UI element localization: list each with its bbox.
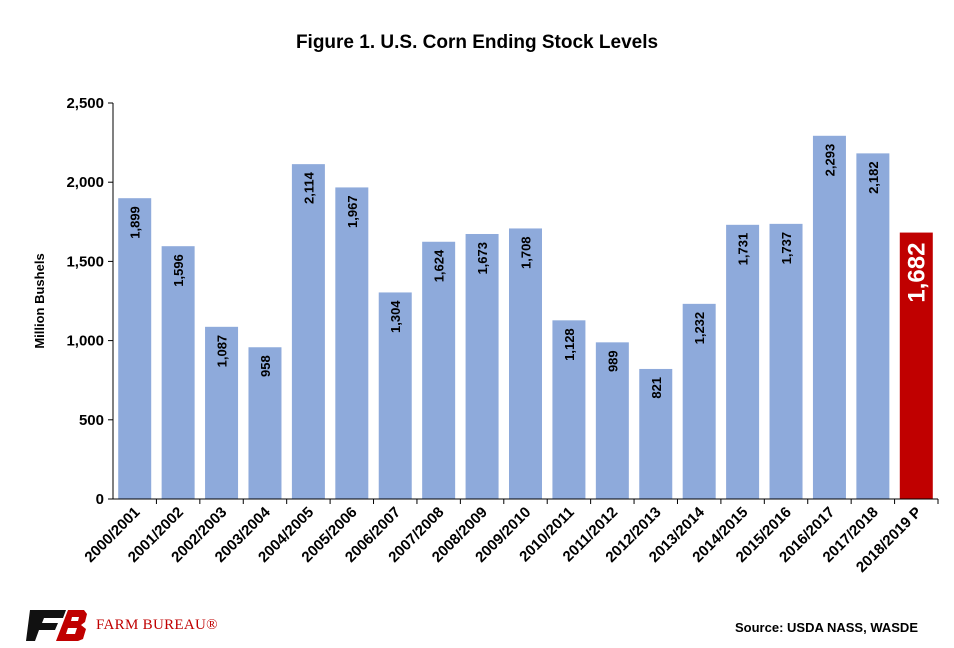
y-axis-title-group: Million Bushels [32,253,47,348]
source-note: Source: USDA NASS, WASDE [735,620,918,635]
bar [552,320,586,499]
y-tick-label: 2,000 [66,174,104,191]
bar [595,342,629,499]
bar [682,303,716,499]
data-label: 989 [605,350,620,372]
data-label: 1,899 [128,206,143,239]
data-label: 2,293 [822,144,837,177]
bar [291,164,325,499]
data-label: 1,596 [171,254,186,287]
y-tick-label: 500 [79,412,104,429]
bar [856,153,890,499]
y-tick-label: 1,000 [66,333,104,350]
bar [378,292,412,499]
bars [118,135,933,500]
bar [422,241,456,499]
data-label: 1,232 [692,312,707,345]
data-label: 2,114 [301,171,316,204]
bar [118,198,152,499]
data-label: 1,708 [519,236,534,269]
data-label: 1,967 [345,195,360,228]
data-label: 958 [258,355,273,377]
axes [112,103,938,500]
data-labels: 1,899 1,596 1,087 958 2,114 1,967 1,304 1,624 1,… [128,144,931,399]
y-tick-label: 1,500 [66,253,104,270]
bar [248,347,282,499]
data-label: 1,128 [562,328,577,361]
bar [899,232,933,499]
bar [161,246,195,499]
chart-title: Figure 1. U.S. Corn Ending Stock Levels [295,32,659,53]
data-label: 1,737 [779,232,794,265]
farm-bureau-logo: FARM BUREAU® [26,606,218,644]
data-label: 1,731 [736,233,751,266]
data-label: 1,304 [388,300,403,333]
data-label: 1,682 [903,243,930,303]
bar [205,326,239,499]
y-axis-ticks: 0 500 1,000 1,500 2,000 2,500 [66,95,113,508]
bar [465,233,499,499]
y-axis-title: Million Bushels [32,253,47,348]
bar [726,224,760,499]
data-label: 821 [649,377,664,399]
data-label: 1,673 [475,242,490,275]
bar [335,187,369,500]
data-label: 1,624 [432,249,447,282]
data-label: 2,182 [866,161,881,194]
bar [509,228,542,499]
farm-bureau-fb-icon [26,610,87,641]
y-tick-label: 2,500 [66,95,104,112]
bar [769,223,803,500]
data-label: 1,087 [215,335,230,368]
farm-bureau-logo-text: FARM BUREAU® [96,616,218,633]
y-tick-label: 0 [96,491,104,508]
x-axis-category-labels: 2000/20012001/20022002/20032003/20042004… [81,499,939,576]
bar [812,135,846,499]
bar [639,368,673,499]
